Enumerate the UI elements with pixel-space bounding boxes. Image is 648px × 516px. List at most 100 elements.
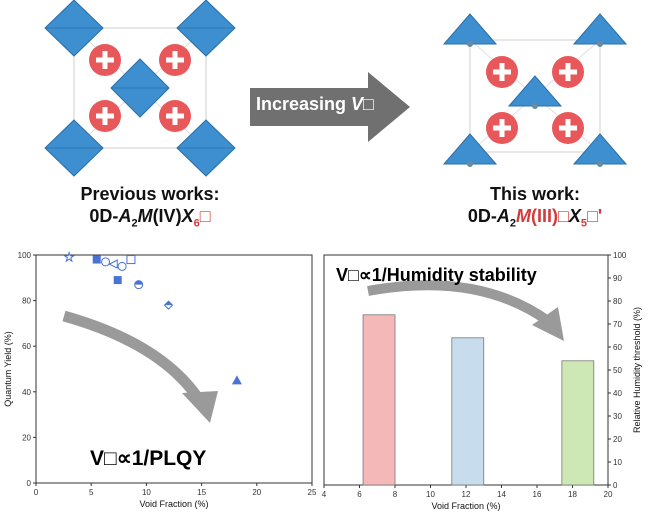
x-tick-label: 20 <box>252 488 261 497</box>
trend-arrow-head <box>532 307 564 341</box>
marker-circle-open <box>117 261 127 271</box>
data-point <box>63 250 76 263</box>
y-tick-label: 40 <box>22 388 31 397</box>
data-point <box>134 280 144 290</box>
x-tick-label: 10 <box>142 488 151 497</box>
formula-prefix: 0D- <box>89 206 119 226</box>
chart-humidity: 4 6 8 10 12 14 16 18 200102030405060708090100Voi… <box>322 251 642 511</box>
formula-x: X <box>568 206 581 226</box>
octahedron-bottom-right <box>176 119 236 177</box>
y-tick-label: 80 <box>613 297 622 306</box>
y-tick-label: 20 <box>613 435 622 444</box>
data-point <box>163 300 174 310</box>
cation-plus-icon <box>486 112 518 144</box>
y-tick-label: 70 <box>613 320 622 329</box>
formula-x: X <box>181 206 194 226</box>
x-tick-label: 15 <box>197 488 206 497</box>
marker-square <box>113 276 122 285</box>
octahedron-center <box>110 58 170 118</box>
formula-box2: □' <box>587 206 603 226</box>
x-tick-label: 6 <box>357 490 362 499</box>
x-tick-label: 25 <box>308 488 317 497</box>
octahedron-bottom-left <box>44 119 104 177</box>
pyramid-top-left <box>442 13 498 47</box>
y-tick-label: 60 <box>22 342 31 351</box>
formula-m: M <box>137 206 153 226</box>
data-point <box>92 255 101 264</box>
cation-plus-icon <box>159 100 191 132</box>
structure-previous <box>44 0 236 177</box>
marker-triangle-left <box>108 259 118 269</box>
caption-this-work-formula: 0D-A2M(III)□X5□' <box>430 205 640 235</box>
y-tick-label: 90 <box>613 274 622 283</box>
arrow-text-v: V□ <box>351 94 374 114</box>
x-tick-label: 18 <box>568 490 577 499</box>
caption-previous-line1: Previous works: <box>80 184 220 204</box>
y-tick-label: 60 <box>613 343 622 352</box>
marker-circle-half <box>134 280 143 285</box>
formula-a: A <box>496 206 510 226</box>
octahedron-top-left <box>44 0 104 57</box>
increasing-arrow <box>250 72 410 142</box>
chart-plqy: 0 5 10 15 20 25 0 20 40 60 80 100 Void Fraction (%) Q… <box>3 250 317 509</box>
x-axis-title: Void Fraction (%) <box>139 499 208 509</box>
y-tick-label: 30 <box>613 412 622 421</box>
marker-star <box>63 250 76 263</box>
cation-plus-icon <box>159 44 191 76</box>
cation-plus-icon <box>89 100 121 132</box>
bar <box>561 360 595 486</box>
octahedron-top-right <box>176 0 236 57</box>
trend-arrow-head <box>182 391 218 423</box>
data-point <box>126 255 136 265</box>
trend-arrow-shaft <box>367 280 551 326</box>
pyramid-bottom-left <box>442 133 498 167</box>
formula-sub2: 2 <box>509 217 516 230</box>
x-axis-title: Void Fraction (%) <box>431 501 500 511</box>
y-axis-title: Quantum Yield (%) <box>3 331 13 407</box>
y-tick-label: 100 <box>613 251 627 260</box>
bar <box>362 314 396 486</box>
pyramid-center <box>507 75 563 109</box>
formula-a: A <box>118 206 132 226</box>
caption-this-work: This work: 0D-A2M(III)□X5□' <box>430 183 640 235</box>
arrow-text: Increasing <box>256 94 352 114</box>
formula-m: M <box>515 206 531 226</box>
caption-this-work-line1: This work: <box>489 184 580 204</box>
y-tick-label: 100 <box>18 251 32 260</box>
formula-box1: □ <box>557 206 569 226</box>
formula-sub6: 6 <box>193 217 200 230</box>
marker-square <box>92 255 101 264</box>
formula-sub5: 5 <box>580 217 587 230</box>
x-tick-label: 4 <box>322 490 327 499</box>
x-tick-label: 12 <box>462 490 471 499</box>
x-tick-label: 0 <box>34 488 39 497</box>
y-tick-label: 0 <box>613 481 618 490</box>
pyramid-bottom-right <box>572 133 628 167</box>
marker-triangle <box>231 375 242 385</box>
x-tick-label: 8 <box>393 490 398 499</box>
data-point <box>231 375 242 385</box>
x-tick-label: 14 <box>497 490 506 499</box>
y-tick-label: 0 <box>27 479 32 488</box>
cation-plus-icon <box>486 56 518 88</box>
cation-plus-icon <box>552 56 584 88</box>
data-point <box>101 257 111 267</box>
caption-previous-formula: 0D-A2M(IV)X6□ <box>30 205 270 235</box>
trend-arrow-shaft <box>62 310 203 402</box>
y-tick-label: 50 <box>613 366 622 375</box>
formula-box: □ <box>199 206 211 226</box>
formula-sub2: 2 <box>131 217 138 230</box>
plqy-annotation: V□∝1/PLQY <box>90 447 206 470</box>
plot-frame <box>35 254 313 484</box>
formula-prefix: 0D- <box>467 206 497 226</box>
marker-diamond-half <box>164 301 173 306</box>
bar <box>451 337 485 486</box>
marker-circle-open <box>101 257 111 267</box>
y-tick-label: 10 <box>613 458 622 467</box>
x-tick-label: 16 <box>533 490 542 499</box>
x-tick-label: 10 <box>426 490 435 499</box>
marker-square-open <box>126 255 136 265</box>
pyramid-top-right <box>572 13 628 47</box>
data-point <box>108 259 118 269</box>
y-tick-label: 20 <box>22 433 31 442</box>
